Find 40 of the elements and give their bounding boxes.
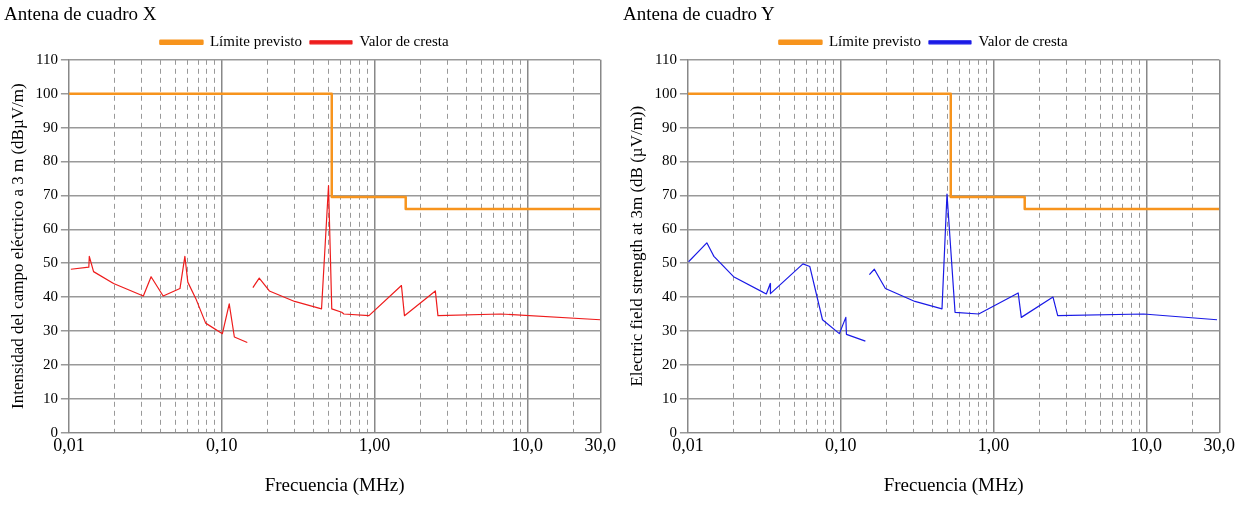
y-tick-label: 20 (42, 355, 58, 372)
y-tick-label: 80 (42, 152, 58, 169)
y-tick-label: 90 (42, 118, 58, 135)
y-tick-label: 20 (661, 355, 677, 372)
y-tick-label: 70 (661, 186, 677, 203)
y-tick-label: 30 (661, 321, 677, 338)
legend-label: Límite previsto (209, 33, 302, 50)
y-tick-label: 40 (661, 287, 677, 304)
y-tick-label: 40 (42, 287, 58, 304)
x-tick-label: 30,0 (584, 435, 616, 456)
legend-label: Valor de cresta (359, 33, 449, 50)
x-tick-label: 0,10 (824, 435, 857, 456)
y-tick-label: 110 (35, 50, 58, 67)
y-tick-label: 60 (42, 220, 58, 237)
y-tick-label: 70 (42, 186, 58, 203)
x-tick-label: 10,0 (511, 435, 544, 456)
legend-label: Límite previsto (828, 33, 921, 50)
y-tick-label: 10 (661, 389, 677, 406)
y-tick-label: 50 (661, 254, 677, 271)
y-tick-label: 80 (661, 152, 677, 169)
legend-label: Valor de cresta (978, 33, 1068, 50)
y-tick-label: 110 (654, 50, 677, 67)
chart-title: Antena de cuadro Y (623, 3, 776, 25)
x-tick-label: 0,10 (205, 435, 238, 456)
y-tick-label: 90 (661, 118, 677, 135)
x-tick-label: 1,00 (358, 435, 391, 456)
y-tick-label: 30 (42, 321, 58, 338)
y-tick-label: 100 (654, 84, 677, 101)
x-tick-label: 10,0 (1130, 435, 1163, 456)
chart-title: Antena de cuadro X (4, 3, 157, 25)
y-tick-label: 100 (35, 84, 58, 101)
y-axis-title: Electric field strength at 3m (dB (µV/m)) (626, 105, 646, 387)
x-tick-label: 30,0 (1203, 435, 1235, 456)
x-axis-title: Frecuencia (MHz) (883, 473, 1024, 496)
y-tick-label: 10 (42, 389, 58, 406)
x-tick-label: 1,00 (977, 435, 1010, 456)
y-axis-title: Intensidad del campo eléctrico a 3 m (dBµV/m) (7, 83, 27, 409)
x-axis-title: Frecuencia (MHz) (264, 473, 405, 496)
y-tick-label: 50 (42, 254, 58, 271)
y-tick-label: 60 (661, 220, 677, 237)
